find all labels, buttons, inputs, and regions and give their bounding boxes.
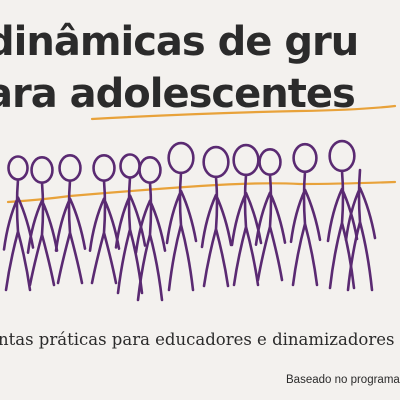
stick-figure [26, 156, 59, 287]
stick-figure [134, 156, 167, 302]
stick-figure [54, 154, 87, 285]
stick-figure [2, 155, 35, 292]
stick-figure [165, 141, 198, 292]
stick-figure [230, 143, 263, 287]
stick-figure [88, 154, 121, 285]
title-line-1: dinâmicas de gru [0, 19, 359, 65]
stick-figure [344, 168, 377, 292]
subtitle: ntas práticas para educadores e dinamiza… [0, 330, 395, 349]
orange-horizon-line [6, 180, 397, 204]
stick-figure [200, 145, 233, 288]
stick-figure [326, 139, 359, 290]
credit-text: Baseado no programa [286, 374, 400, 386]
stick-figure [254, 148, 287, 282]
stick-figure [289, 142, 322, 287]
